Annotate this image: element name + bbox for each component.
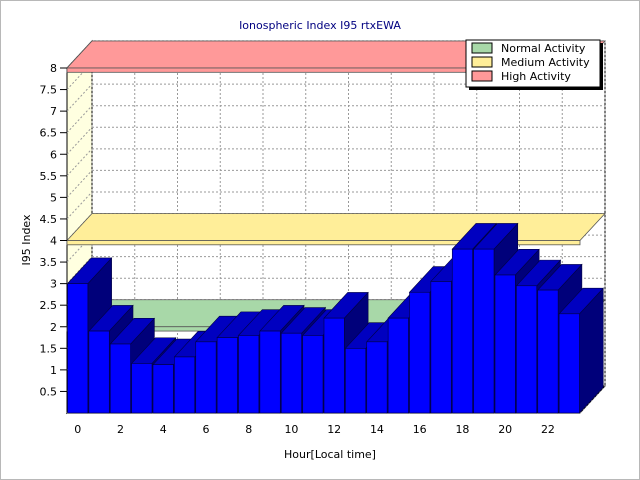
x-tick-label: 12 (327, 423, 341, 436)
x-tick-label: 16 (413, 423, 427, 436)
legend-swatch (471, 70, 493, 82)
y-tick-label: 2.5 (40, 299, 58, 312)
y-tick-label: 2 (50, 321, 57, 334)
y-tick-label: 1 (50, 364, 57, 377)
y-tick-label: 8 (50, 62, 57, 75)
y-tick-label: 3 (50, 278, 57, 291)
x-tick-label: 2 (117, 423, 124, 436)
chart-title: Ionospheric Index I95 rtxEWA (239, 19, 401, 32)
bar-front (259, 330, 281, 414)
bar-front (366, 341, 388, 414)
bar-front (174, 356, 196, 414)
y-tick-label: 1.5 (40, 342, 58, 355)
bar-front (67, 283, 89, 414)
x-tick-label: 14 (370, 423, 384, 436)
bar-front (409, 291, 431, 414)
y-tick-label: 4.5 (40, 213, 58, 226)
y-tick-label: 3.5 (40, 256, 58, 269)
bar-front (152, 364, 174, 414)
bar-front (451, 248, 473, 414)
legend-entry: Normal Activity (501, 42, 586, 55)
legend-swatch (471, 42, 493, 54)
y-tick-label: 0.5 (40, 385, 58, 398)
bar-front (302, 335, 324, 414)
bar-front (387, 317, 409, 414)
bar-front (280, 332, 302, 414)
band-top-face (66, 213, 606, 241)
bar-front (131, 363, 153, 414)
bar-front (516, 285, 538, 414)
band-medium-activity (66, 213, 606, 246)
bar-front (345, 348, 367, 414)
band-front-face (66, 240, 581, 246)
x-axis-label: Hour[Local time] (284, 448, 376, 461)
bar-front (558, 313, 580, 414)
y-axis-label: I95 Index (20, 214, 33, 266)
legend-entry: High Activity (501, 70, 571, 83)
y-tick-label: 7 (50, 105, 57, 118)
bar-front (195, 341, 217, 414)
x-tick-label: 6 (202, 423, 209, 436)
legend-swatch (471, 56, 493, 68)
y-tick-label: 6.5 (40, 127, 58, 140)
bar-front (88, 330, 110, 414)
x-tick-label: 0 (74, 423, 81, 436)
x-tick-label: 20 (498, 423, 512, 436)
bar-front (494, 274, 516, 414)
y-tick-label: 4 (50, 235, 57, 248)
bar-front (537, 289, 559, 414)
x-tick-label: 18 (455, 423, 469, 436)
y-tick-label: 5.5 (40, 170, 58, 183)
bar-front (323, 317, 345, 414)
y-tick-label: 6 (50, 148, 57, 161)
y-tick-label: 7.5 (40, 84, 58, 97)
bar-front (430, 281, 452, 414)
bar-front (109, 343, 131, 414)
x-tick-label: 8 (245, 423, 252, 436)
bar-front (216, 337, 238, 414)
x-axis-ticks: 0 2 4 6 8 10 12 14 16 18 20 22 (74, 423, 555, 436)
x-tick-label: 10 (284, 423, 298, 436)
y-axis-ticks: 0.5 1 1.5 2 2.5 3 3.5 4 4.5 5 5.5 6 6.5 7 7.5 8 (40, 62, 67, 398)
bar-series (66, 222, 604, 414)
x-tick-label: 22 (541, 423, 555, 436)
bar-front (473, 248, 495, 414)
legend-entry: Medium Activity (501, 56, 590, 69)
bar (558, 287, 604, 414)
y-tick-label: 5 (50, 191, 57, 204)
bar-front (238, 335, 260, 414)
x-tick-label: 4 (160, 423, 167, 436)
